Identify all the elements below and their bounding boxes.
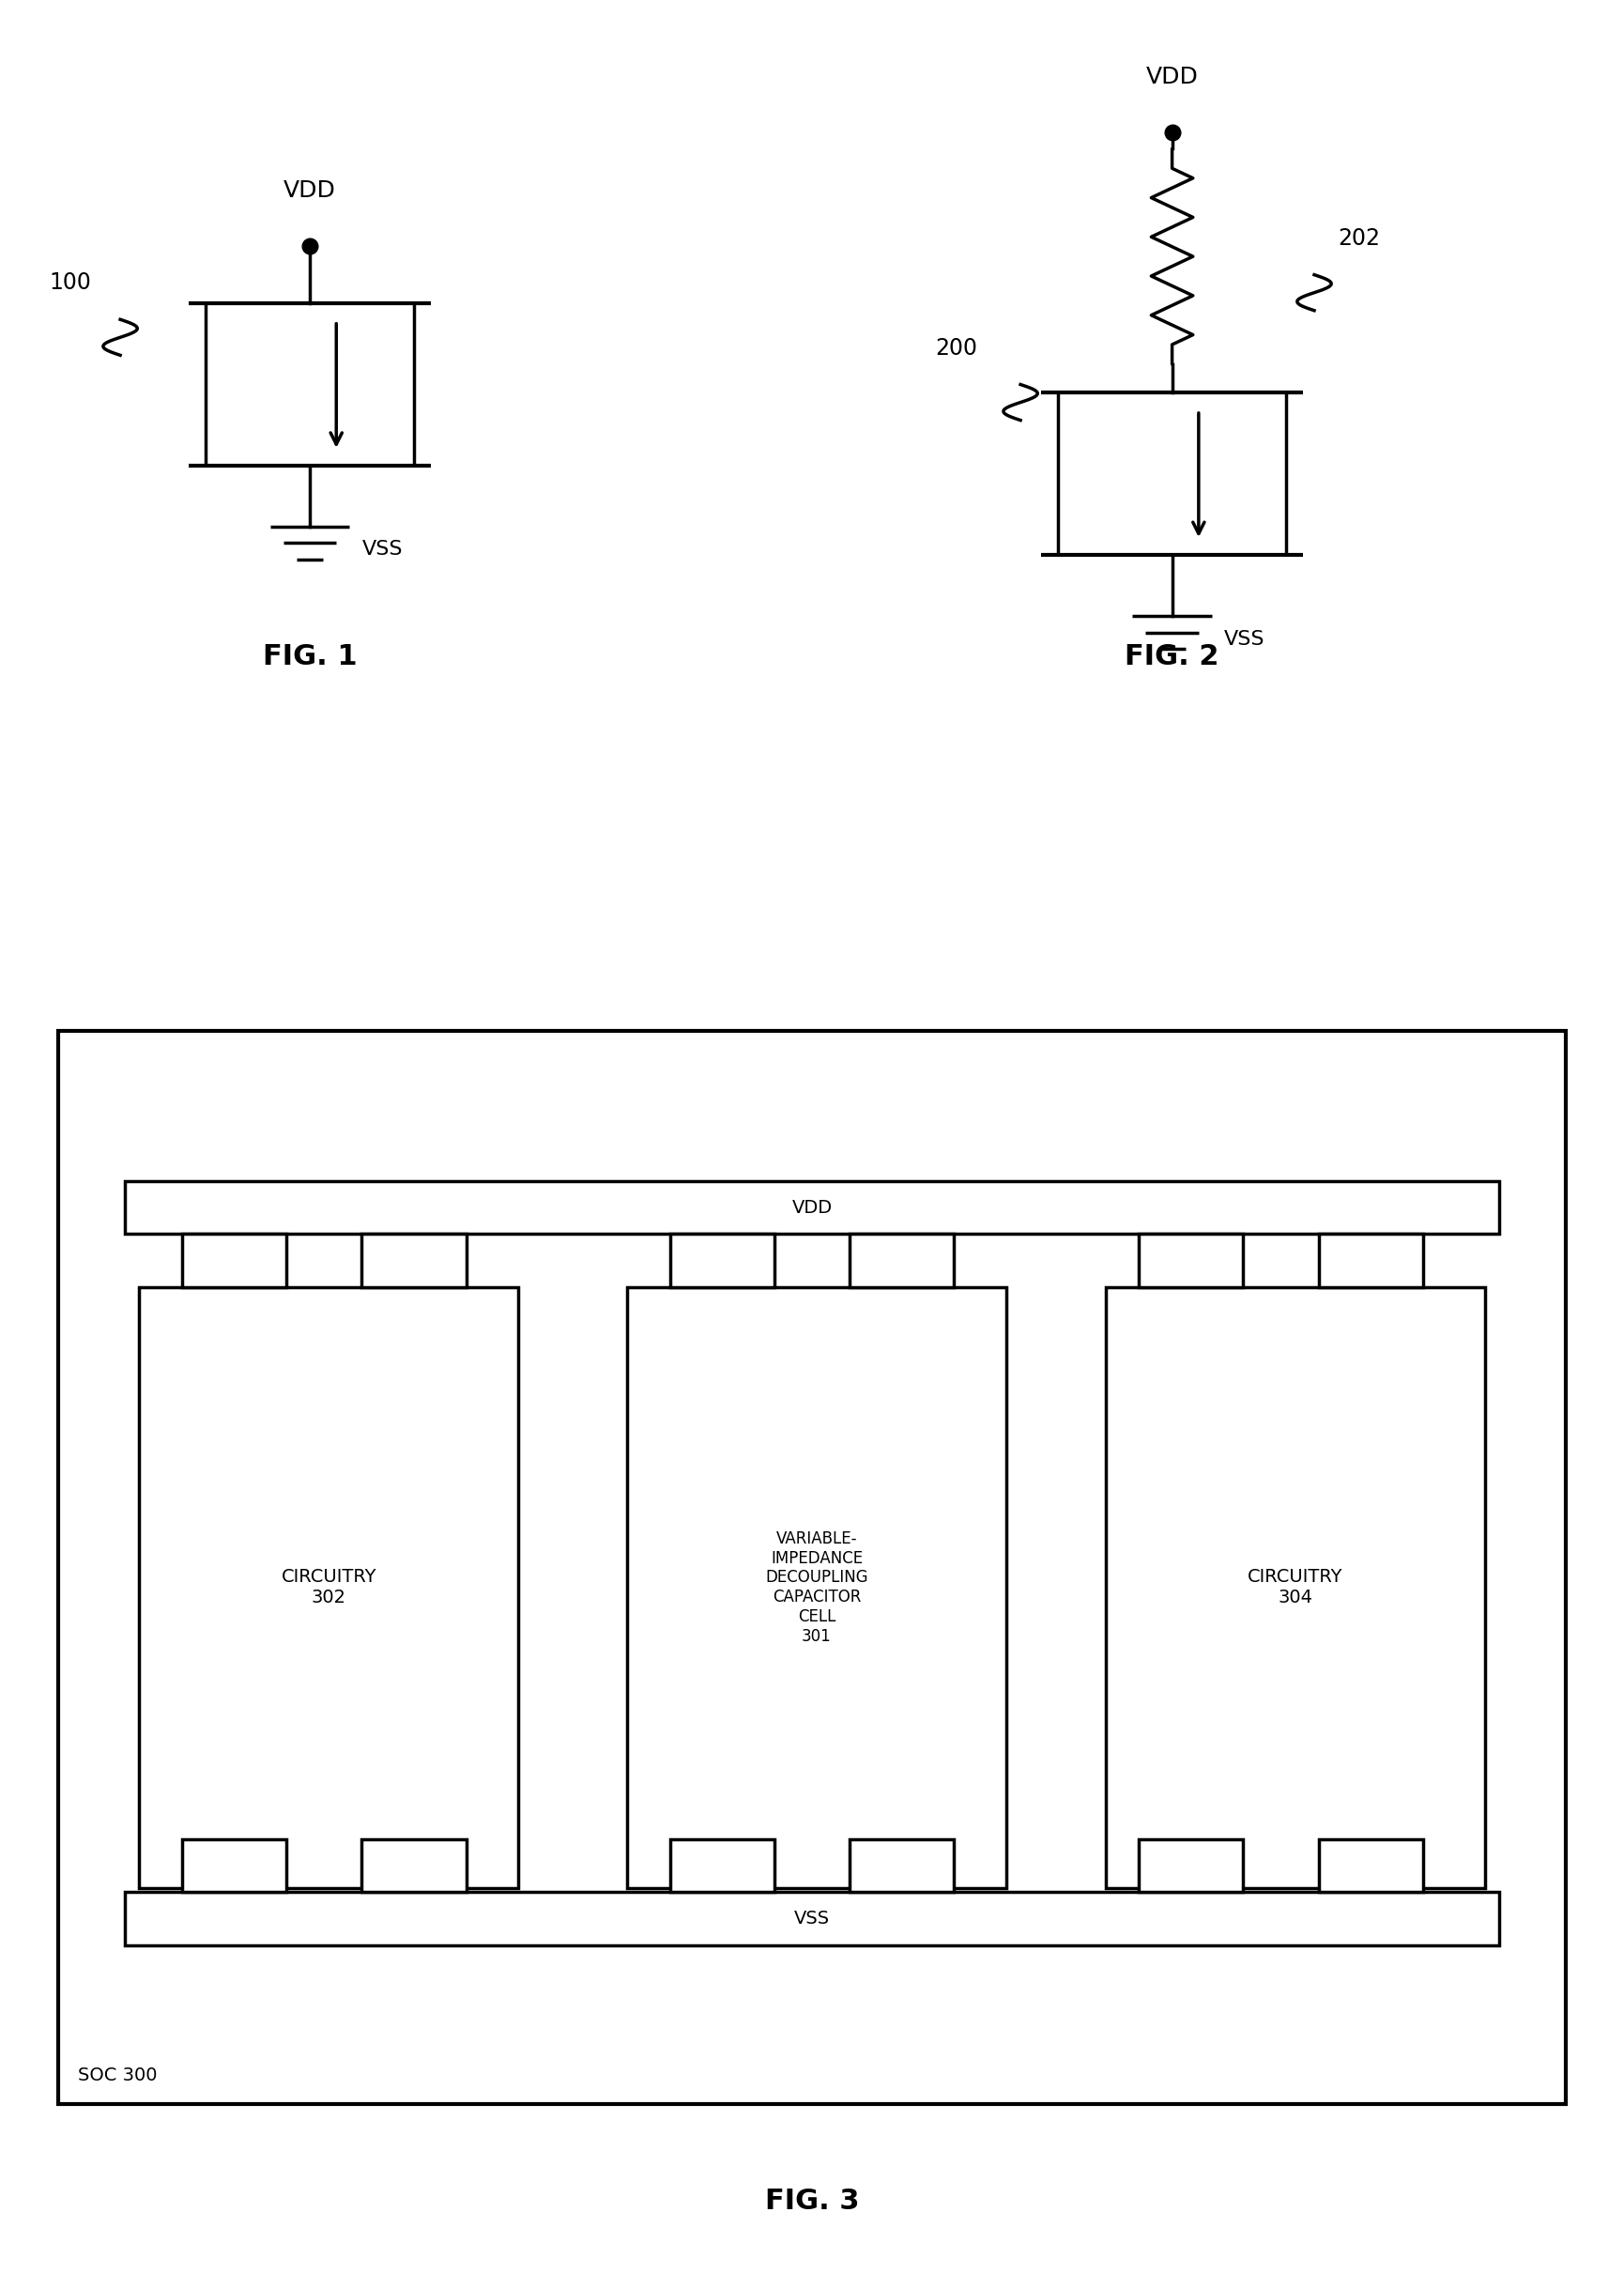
Bar	[362, 1840, 466, 1893]
Text: FIG. 2: FIG. 2	[1125, 643, 1220, 671]
Bar	[1138, 1840, 1242, 1893]
Bar	[1106, 1286, 1484, 1888]
Text: CIRCUITRY
304: CIRCUITRY 304	[1247, 1568, 1343, 1607]
Text: VDD: VDD	[1147, 66, 1199, 87]
Text: 202: 202	[1338, 227, 1380, 250]
Bar	[58, 1030, 1566, 2104]
Text: CIRCUITRY
302: CIRCUITRY 302	[281, 1568, 377, 1607]
Bar	[125, 1181, 1499, 1234]
Text: VDD: VDD	[284, 179, 336, 201]
Text: VSS: VSS	[1224, 629, 1265, 648]
Text: FIG. 1: FIG. 1	[263, 643, 357, 671]
Bar	[362, 1234, 466, 1286]
Text: FIG. 3: FIG. 3	[765, 2188, 859, 2216]
Bar	[669, 1234, 775, 1286]
Bar	[1138, 1234, 1242, 1286]
Text: VSS: VSS	[362, 540, 403, 559]
Bar	[125, 1893, 1499, 1946]
Text: VARIABLE-
IMPEDANCE
DECOUPLING
CAPACITOR
CELL
301: VARIABLE- IMPEDANCE DECOUPLING CAPACITOR…	[765, 1531, 869, 1646]
Bar	[849, 1840, 955, 1893]
Bar	[1319, 1840, 1423, 1893]
Bar	[140, 1286, 518, 1888]
Text: SOC 300: SOC 300	[78, 2067, 158, 2083]
Bar	[849, 1234, 955, 1286]
Bar	[182, 1234, 286, 1286]
Text: 100: 100	[49, 272, 91, 295]
Text: VDD: VDD	[793, 1199, 831, 1215]
Bar	[627, 1286, 1007, 1888]
Bar	[1319, 1234, 1423, 1286]
Text: VSS: VSS	[794, 1909, 830, 1927]
Text: 200: 200	[935, 336, 978, 359]
Bar	[182, 1840, 286, 1893]
Bar	[669, 1840, 775, 1893]
